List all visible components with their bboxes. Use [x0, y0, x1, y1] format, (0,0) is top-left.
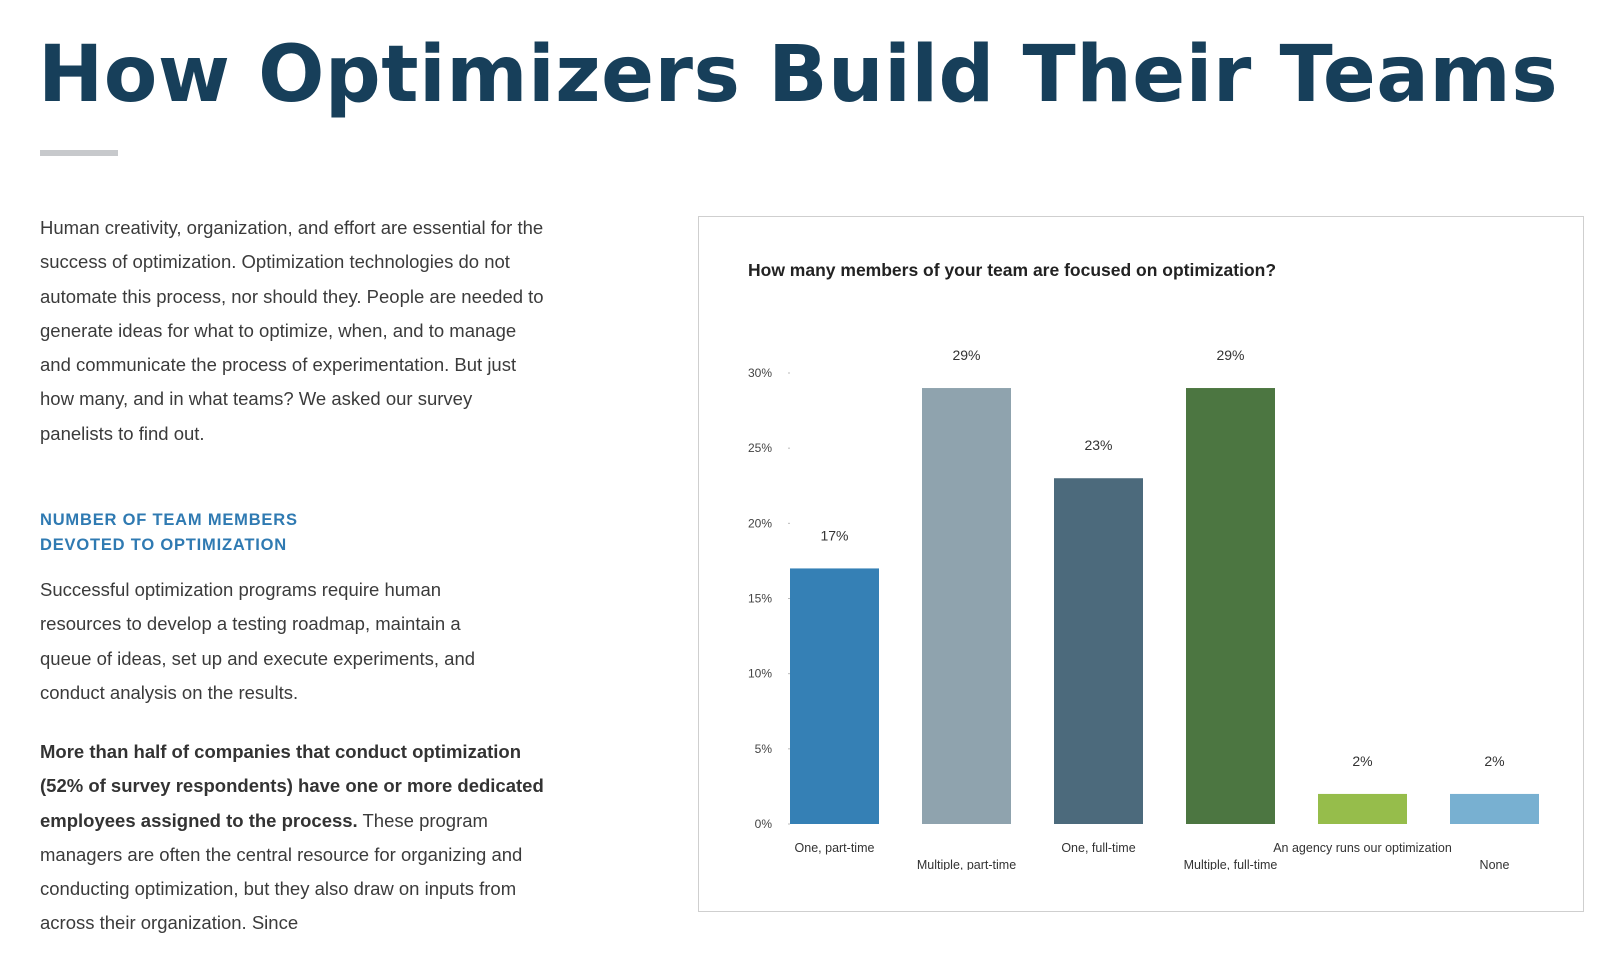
- data-label: 29%: [952, 347, 980, 363]
- bar: [1054, 478, 1143, 824]
- data-label: 17%: [820, 527, 848, 543]
- chart-frame: [698, 216, 1584, 912]
- data-label: 2%: [1484, 753, 1504, 769]
- bar: [1186, 388, 1275, 824]
- bar: [922, 388, 1011, 824]
- y-tick-label: 30%: [748, 366, 772, 380]
- findings-bold-lead: More than half of companies that conduct…: [40, 741, 544, 831]
- y-tick-label: 15%: [748, 592, 772, 606]
- findings-paragraph: More than half of companies that conduct…: [40, 735, 550, 941]
- title-underline: [40, 150, 118, 156]
- bar-chart: 0% 5% 10% 15% 20% 25% 30% 17% 29% 23% 29% 2% 2% One…: [748, 347, 1539, 870]
- y-tick-label: 0%: [755, 817, 773, 831]
- x-axis-labels-group: One, part-time Multiple, part-time One, fu…: [795, 841, 1510, 870]
- x-tick-label: An agency runs our optimization: [1273, 841, 1452, 855]
- y-tick-label: 20%: [748, 516, 772, 530]
- data-label: 2%: [1352, 753, 1372, 769]
- x-tick-label: None: [1480, 858, 1510, 870]
- page-title: How Optimizers Build Their Teams: [38, 30, 1559, 120]
- x-tick-label: One, full-time: [1061, 841, 1135, 855]
- data-label: 29%: [1216, 347, 1244, 363]
- x-tick-label: One, part-time: [795, 841, 875, 855]
- intro-paragraph: Human creativity, organization, and effo…: [40, 217, 544, 444]
- findings-text: These program managers are often the cen…: [40, 809, 523, 934]
- y-tick-label: 5%: [755, 742, 773, 756]
- section-body-paragraph: Successful optimization programs require…: [40, 579, 476, 703]
- bar: [790, 568, 879, 824]
- section-heading-line-2: DEVOTED TO OPTIMIZATION: [40, 536, 287, 554]
- value-labels-group: 17% 29% 23% 29% 2% 2%: [820, 347, 1504, 769]
- section-heading-line-1: NUMBER OF TEAM MEMBERS: [40, 511, 298, 529]
- data-label: 23%: [1084, 437, 1112, 453]
- y-tick-label: 10%: [748, 667, 772, 681]
- x-tick-label: Multiple, part-time: [917, 858, 1016, 870]
- y-tick-label: 25%: [748, 441, 772, 455]
- bars-group: [790, 388, 1539, 824]
- bar: [1318, 793, 1407, 824]
- y-axis: 0% 5% 10% 15% 20% 25% 30%: [748, 366, 790, 831]
- bar: [1450, 793, 1539, 824]
- x-tick-label: Multiple, full-time: [1184, 858, 1278, 870]
- section-heading: NUMBER OF TEAM MEMBERS DEVOTED TO OPTIMI…: [40, 508, 298, 558]
- chart-title: How many members of your team are focuse…: [748, 260, 1277, 280]
